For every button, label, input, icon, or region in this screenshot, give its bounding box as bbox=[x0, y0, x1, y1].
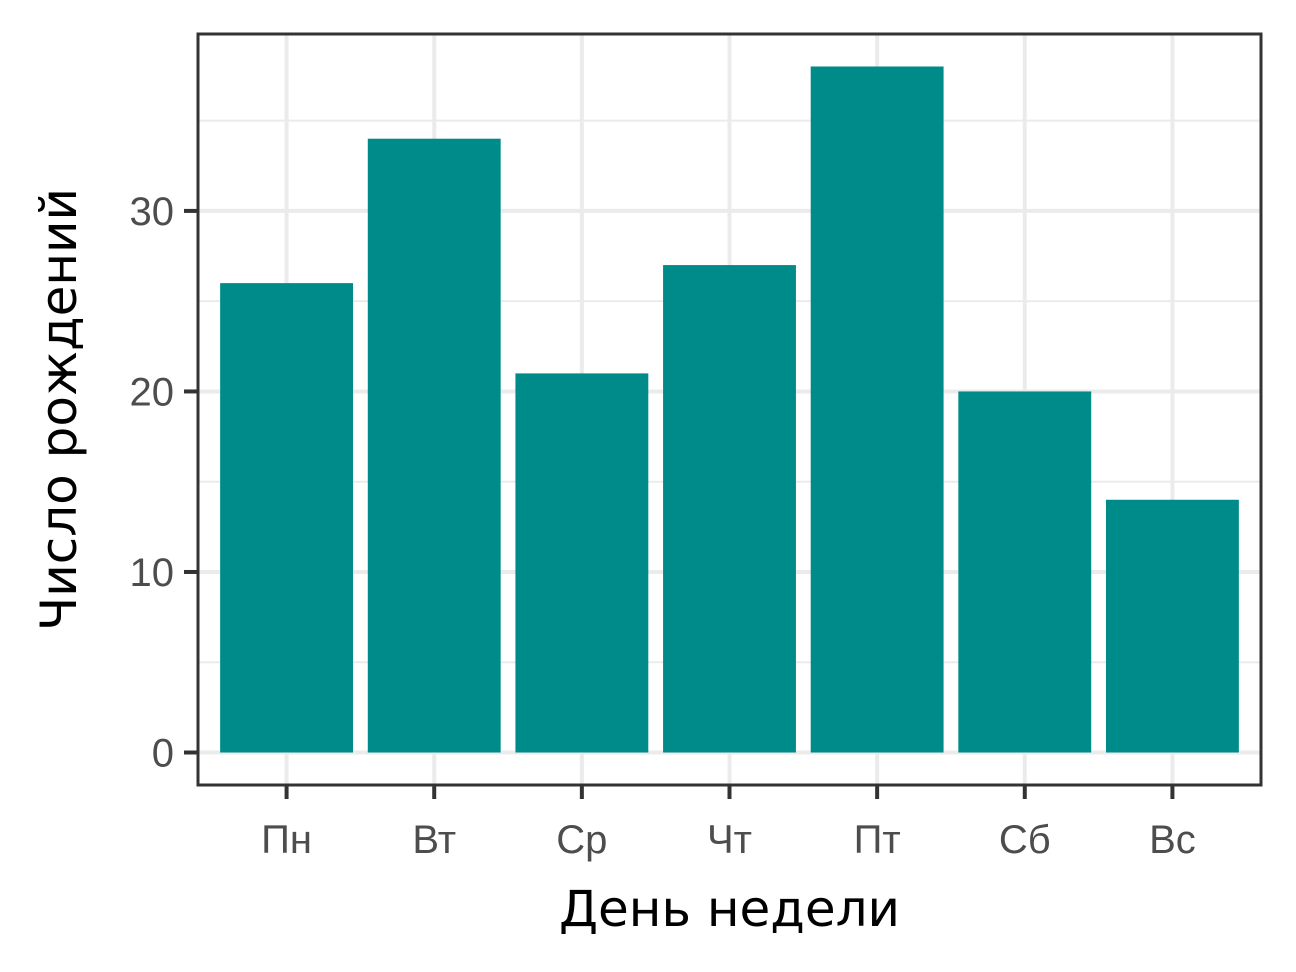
bar-6 bbox=[958, 391, 1092, 753]
x-tick-label: Вс bbox=[1149, 818, 1196, 862]
bar-5 bbox=[810, 66, 944, 753]
y-tick-label: 10 bbox=[130, 551, 175, 595]
bars bbox=[220, 66, 1239, 753]
bar-7 bbox=[1105, 499, 1239, 753]
x-tick-label: Сб bbox=[999, 818, 1051, 862]
x-tick-label: Ср bbox=[556, 818, 607, 862]
x-tick-label: Чт bbox=[707, 818, 752, 862]
x-axis-title: День недели bbox=[559, 880, 900, 938]
bar-1 bbox=[220, 283, 354, 753]
x-tick-label: Вт bbox=[412, 818, 456, 862]
bar-2 bbox=[367, 138, 501, 753]
x-tick-label: Пн bbox=[261, 818, 312, 862]
x-axis: Пн Вт Ср Чт Пт Сб Вс bbox=[261, 785, 1196, 862]
x-tick-label: Пт bbox=[854, 818, 901, 862]
y-axis: 0 10 20 30 bbox=[130, 190, 198, 776]
y-tick-label: 0 bbox=[152, 732, 174, 776]
y-tick-label: 30 bbox=[130, 190, 175, 234]
y-tick-label: 20 bbox=[130, 370, 175, 414]
bar-3 bbox=[515, 373, 649, 753]
bar-4 bbox=[663, 265, 796, 753]
y-axis-title: Число рождений bbox=[30, 188, 88, 631]
